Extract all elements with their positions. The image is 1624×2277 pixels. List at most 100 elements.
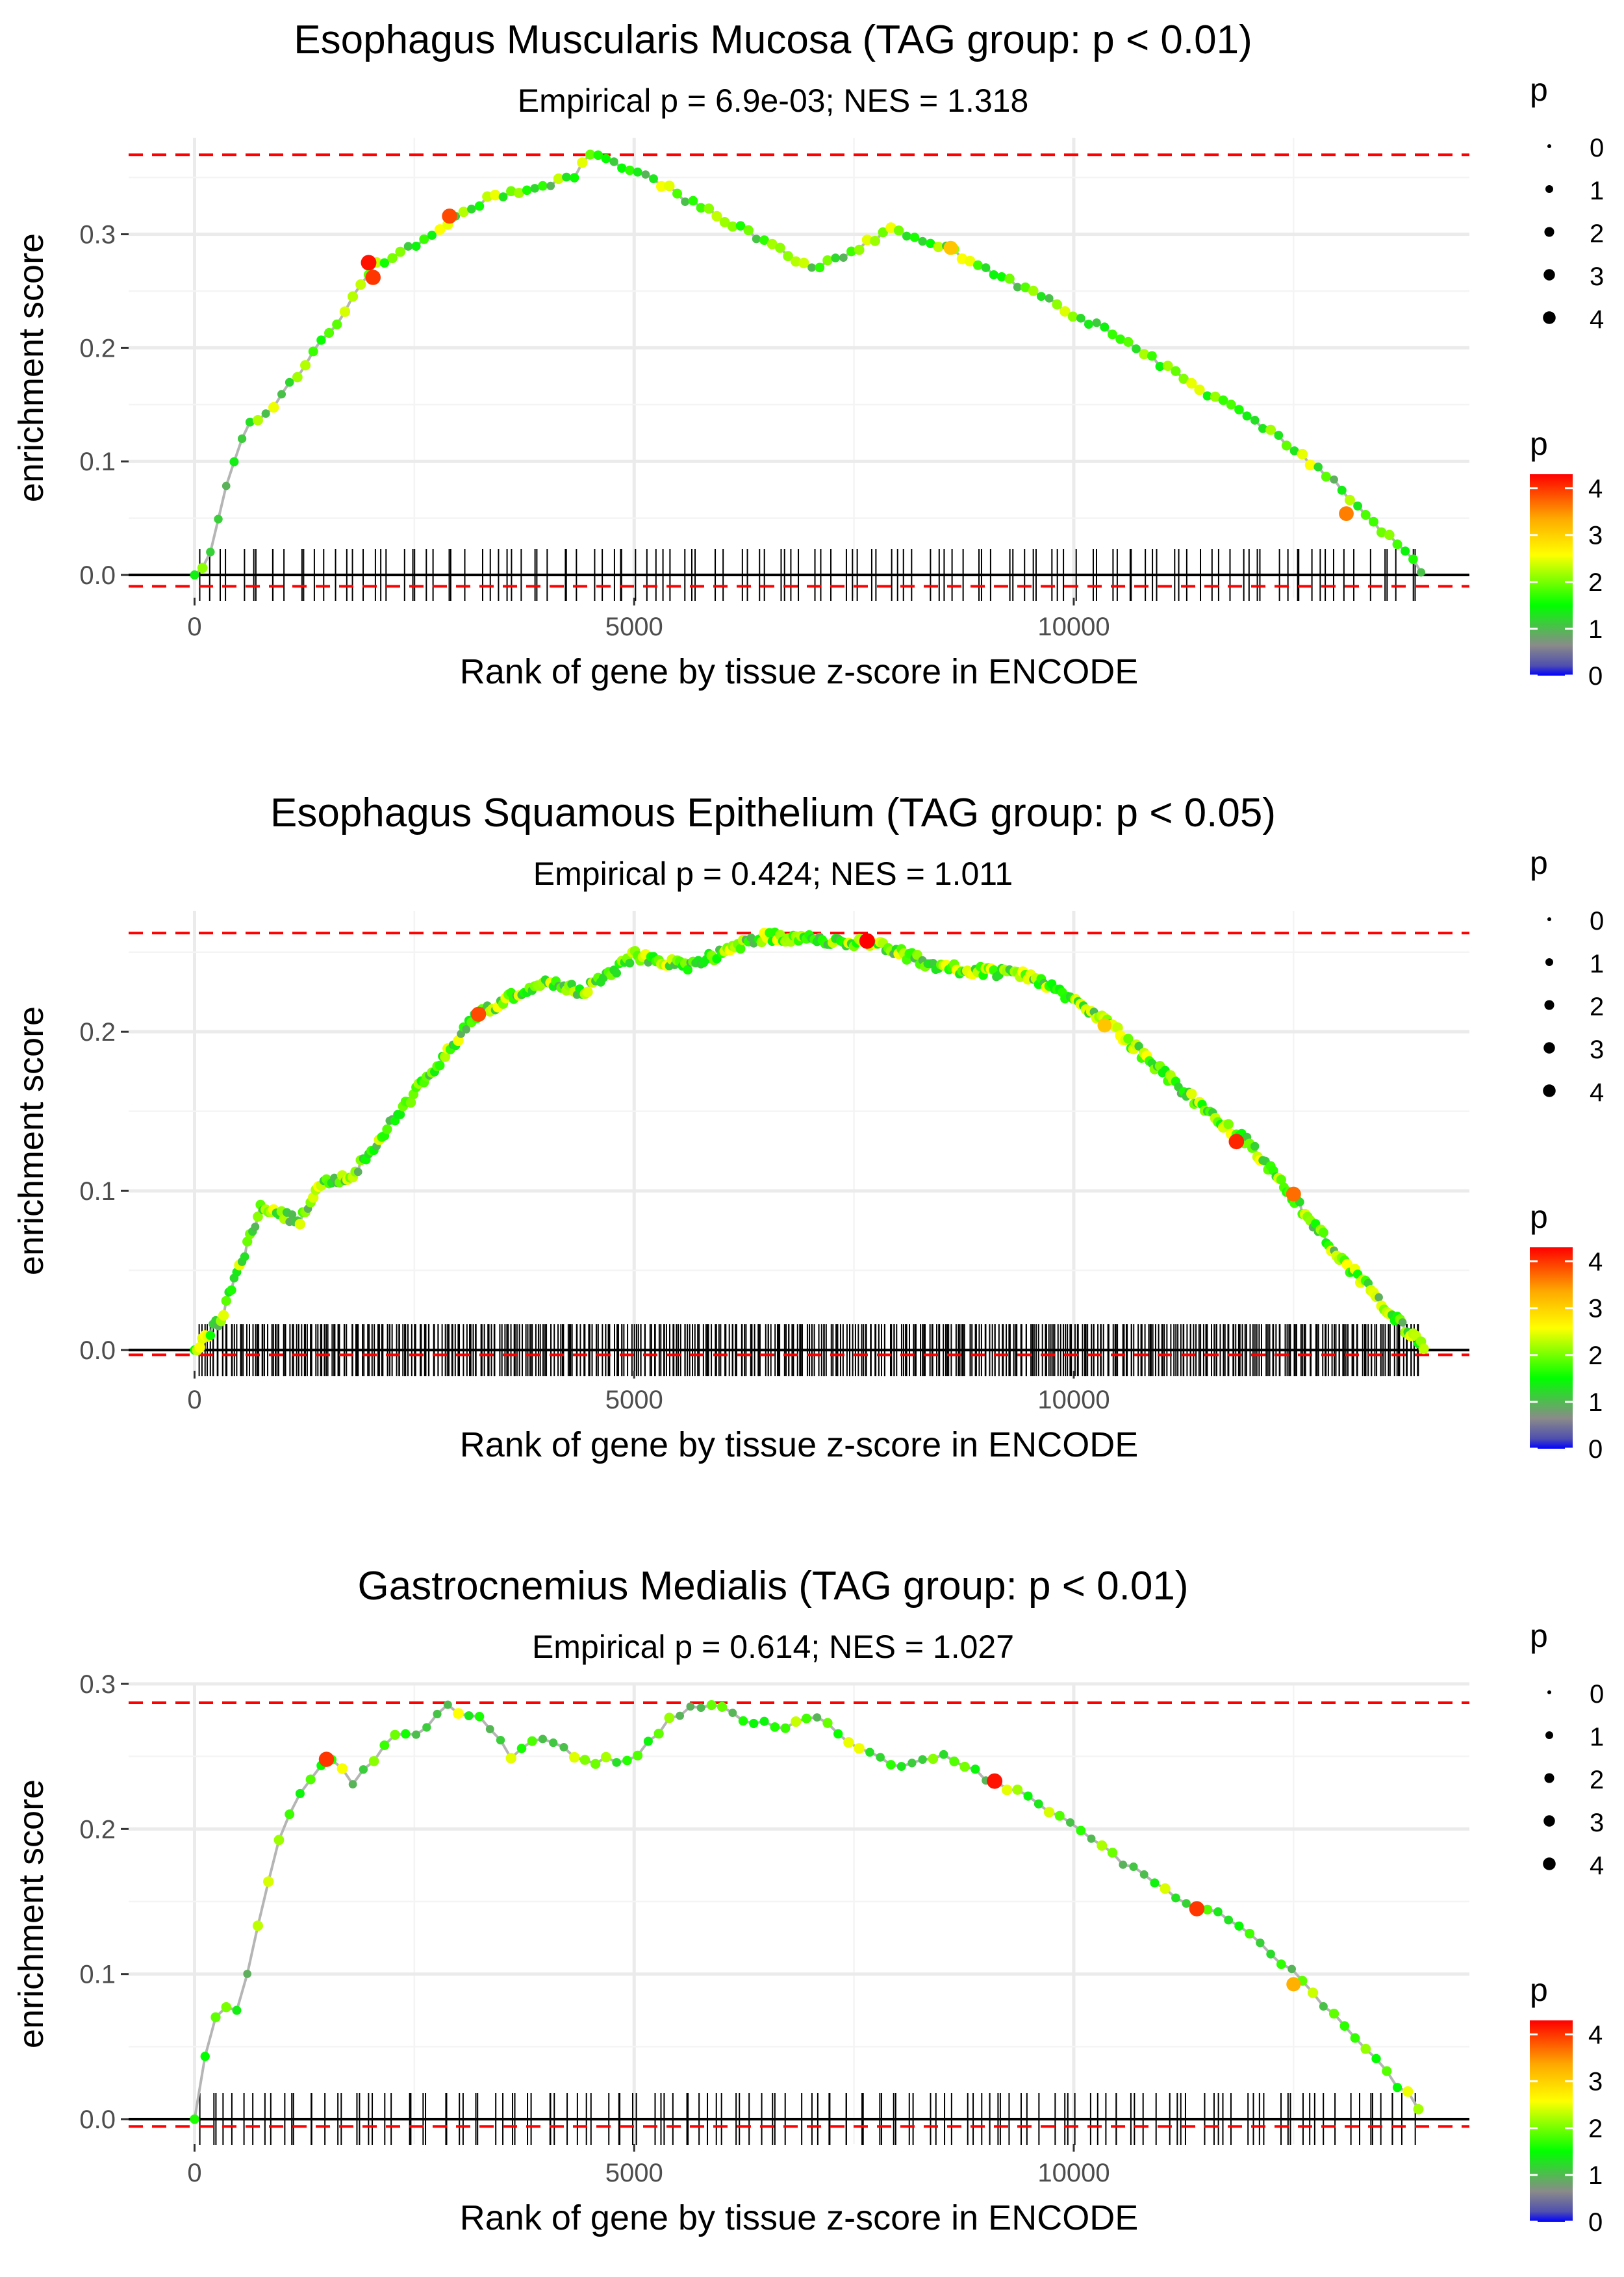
size-legend-label: 0 — [1590, 907, 1604, 935]
es-point — [1194, 384, 1205, 396]
size-legend-label: 1 — [1590, 950, 1604, 978]
es-point-significant — [1189, 1901, 1205, 1916]
es-point — [1162, 361, 1173, 372]
es-point — [861, 235, 873, 246]
color-legend-title: p — [1530, 1199, 1548, 1235]
es-point — [590, 1759, 601, 1769]
es-point — [1171, 366, 1181, 376]
es-point — [949, 1756, 959, 1766]
es-point — [1353, 501, 1363, 511]
es-point — [846, 246, 856, 257]
es-point — [474, 201, 485, 211]
es-point — [1250, 1141, 1260, 1151]
es-point — [1413, 2104, 1424, 2115]
es-point — [1245, 1928, 1255, 1939]
es-point — [593, 150, 603, 160]
es-point — [1376, 527, 1387, 538]
es-point — [972, 260, 983, 270]
es-point — [396, 1110, 405, 1119]
color-legend-label: 3 — [1588, 522, 1603, 550]
size-legend: p 0 1 2 3 4 — [1530, 1618, 1604, 1880]
es-point — [1337, 485, 1347, 495]
es-point — [1160, 1883, 1171, 1894]
es-point — [1339, 2021, 1350, 2031]
es-point — [324, 327, 335, 338]
es-point — [1360, 510, 1371, 520]
es-point — [218, 1310, 229, 1321]
es-point — [403, 242, 413, 251]
es-point — [839, 253, 848, 262]
es-point — [1321, 472, 1331, 482]
es-point — [1119, 1861, 1128, 1869]
es-point — [735, 943, 746, 954]
es-point — [878, 227, 888, 238]
es-point — [1408, 554, 1418, 565]
chart-panel-2: Esophagus Squamous Epithelium (TAG group… — [12, 791, 1604, 1464]
size-legend-dot — [1543, 1857, 1556, 1870]
es-point — [1092, 318, 1101, 327]
es-point — [190, 2114, 199, 2124]
es-point — [339, 306, 351, 317]
es-point — [395, 246, 406, 257]
es-point — [474, 1711, 485, 1722]
es-point — [1139, 1870, 1148, 1879]
es-point — [1132, 344, 1141, 353]
es-point — [288, 1210, 297, 1219]
size-legend-label: 4 — [1590, 305, 1604, 334]
es-point — [807, 263, 817, 272]
es-point — [815, 262, 825, 273]
chart-panel-3: Gastrocnemius Medialis (TAG group: p < 0… — [12, 1564, 1604, 2237]
es-point — [1097, 1840, 1108, 1851]
es-point — [633, 167, 642, 177]
color-legend-label: 0 — [1588, 1435, 1603, 1464]
es-point — [1108, 329, 1117, 340]
es-point — [1417, 568, 1426, 577]
es-point — [294, 1219, 306, 1230]
es-point — [422, 1723, 431, 1732]
es-point — [609, 157, 618, 166]
y-tick-label: 0.3 — [79, 221, 116, 249]
chart-subtitle: Empirical p = 0.424; NES = 1.011 — [533, 856, 1013, 892]
y-tick-label: 0.2 — [79, 1018, 116, 1047]
es-point — [735, 221, 746, 231]
es-point — [738, 1716, 748, 1726]
es-point — [221, 2002, 231, 2013]
es-point — [530, 184, 540, 193]
es-point — [933, 242, 944, 253]
size-legend-dot — [1544, 227, 1554, 237]
es-point — [379, 258, 390, 268]
es-point — [332, 319, 342, 329]
es-point — [907, 1759, 917, 1768]
es-point — [1076, 314, 1085, 323]
es-point — [843, 1737, 854, 1748]
es-point — [353, 1167, 362, 1177]
es-point — [1375, 1293, 1383, 1302]
es-point — [791, 1716, 802, 1727]
es-point — [617, 163, 627, 173]
size-legend-dot — [1544, 1000, 1554, 1010]
es-point — [981, 263, 991, 272]
es-point — [1289, 446, 1299, 455]
es-point — [752, 235, 761, 244]
es-point — [549, 1738, 558, 1748]
es-point — [1281, 440, 1292, 451]
es-point — [522, 185, 532, 196]
size-legend-dot — [1545, 1731, 1553, 1739]
x-tick-label: 0 — [187, 2159, 201, 2187]
es-point — [1023, 1791, 1033, 1801]
es-point — [1418, 1343, 1429, 1355]
es-point — [506, 186, 516, 196]
es-point — [612, 969, 622, 978]
es-point — [305, 1774, 316, 1785]
es-point — [1234, 405, 1244, 414]
es-point — [696, 203, 706, 213]
es-point — [243, 1970, 252, 1978]
es-point — [458, 207, 469, 218]
es-point — [633, 1750, 643, 1761]
es-point — [928, 1753, 939, 1764]
es-point — [1266, 1950, 1275, 1959]
es-point — [622, 1755, 632, 1766]
size-legend-label: 1 — [1590, 177, 1604, 205]
es-point — [505, 1753, 516, 1764]
es-point — [1147, 351, 1157, 361]
